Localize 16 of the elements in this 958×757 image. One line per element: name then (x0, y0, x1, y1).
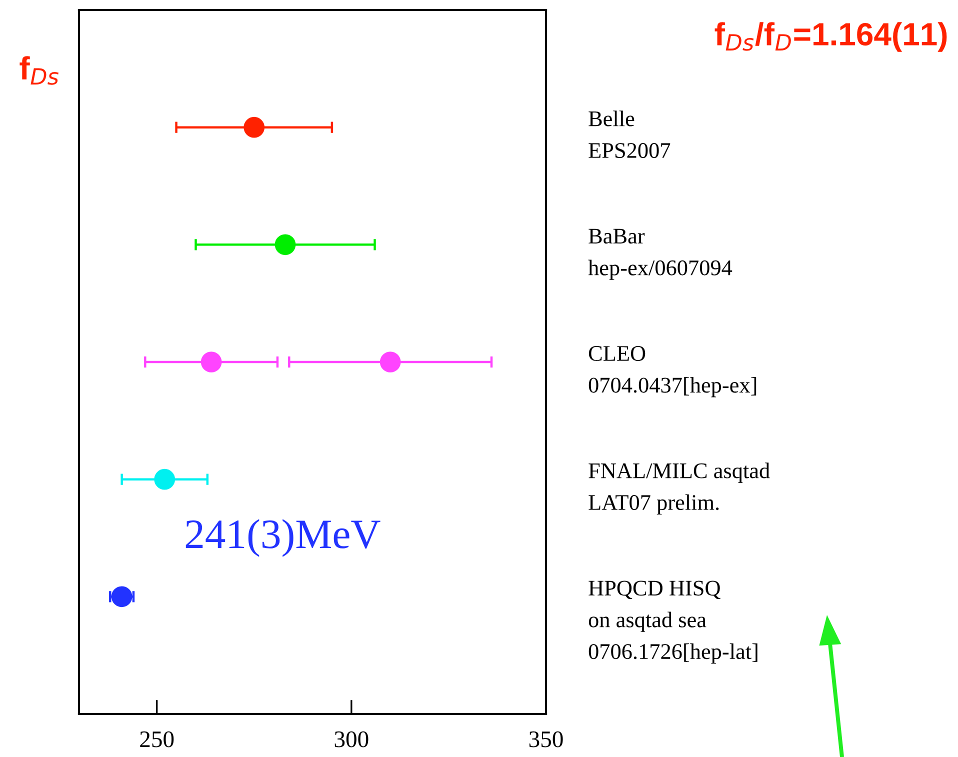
y-tick-label: Belle EPS2007 (588, 110, 670, 158)
y-tick-label: HPQCD HISQ on asqtad sea 0706.1726[hep-lat] (588, 580, 758, 664)
x-tick-label: 250 (140, 731, 174, 748)
y-tick-label: BaBar hep-ex/0607094 (588, 228, 732, 280)
point (244, 116, 265, 138)
text: f$_{Ds}$/f$_{D}$=1.164(11) (714, 22, 947, 52)
point (154, 468, 176, 490)
y-tick-label: FNAL/MILC asqtad LAT07 prelim. (588, 462, 770, 515)
y-tick-label: CLEO 0704.0437[hep-ex] (588, 346, 756, 398)
annotation: 241(3)MeV (186, 519, 380, 557)
y-axis-title: f$_{Ds}$ (20, 56, 59, 85)
point (111, 586, 132, 608)
x-tick-label: 300 (334, 731, 368, 748)
point (274, 234, 296, 256)
point (380, 352, 401, 372)
x-tick-label: 350 (529, 731, 563, 748)
